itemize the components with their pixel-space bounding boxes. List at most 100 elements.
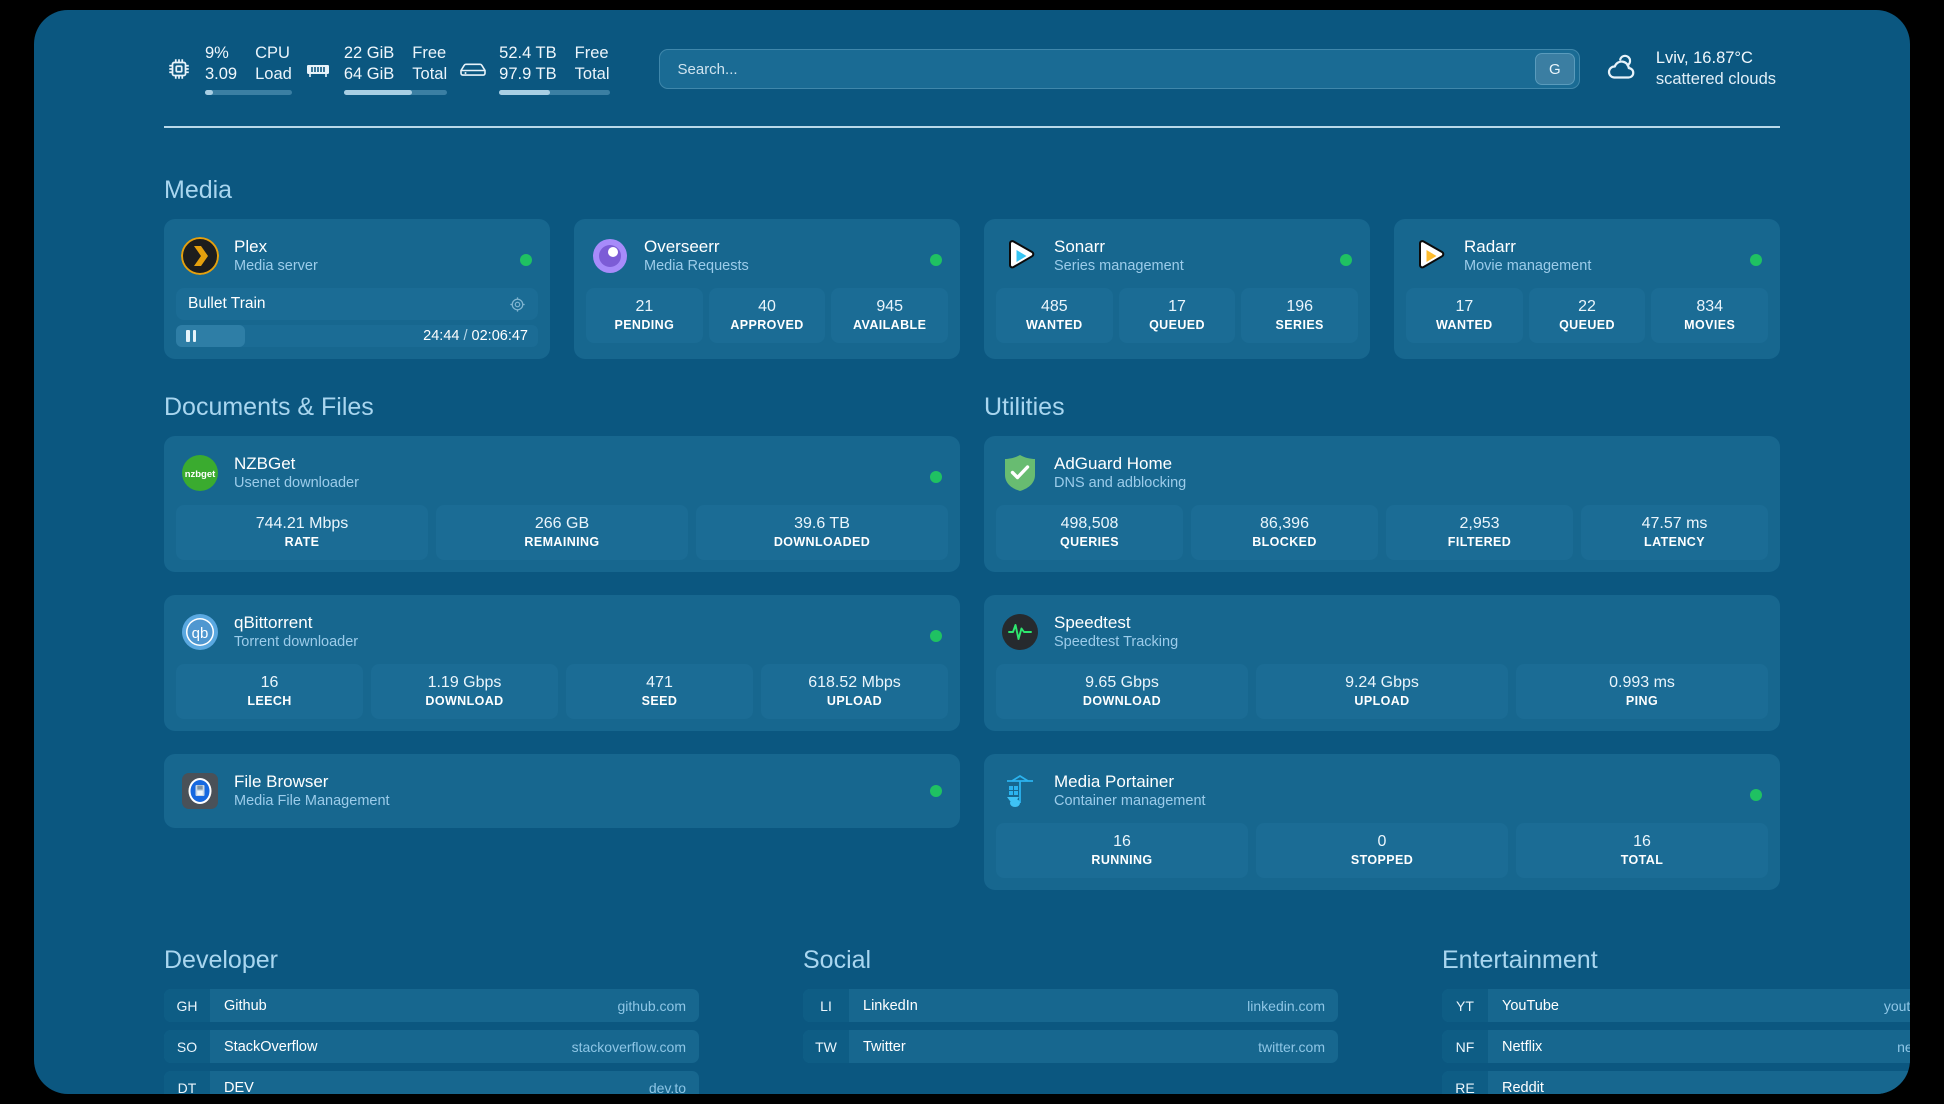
weather-text: Lviv, 16.87°C scattered clouds bbox=[1656, 48, 1776, 90]
service-card-file-browser[interactable]: File Browser Media File Management bbox=[164, 754, 960, 828]
card-titles: File Browser Media File Management bbox=[234, 771, 390, 811]
metric-label: APPROVED bbox=[730, 318, 804, 332]
gear-icon[interactable] bbox=[509, 296, 526, 313]
bookmark-name: DEV bbox=[224, 1079, 254, 1095]
metric: 471 SEED bbox=[566, 664, 753, 719]
metric-value: 9.24 Gbps bbox=[1345, 674, 1419, 691]
bookmark-url: youtube.com bbox=[1883, 997, 1910, 1014]
metric-label: FILTERED bbox=[1447, 535, 1512, 549]
card-titles: Sonarr Series management bbox=[1054, 236, 1184, 276]
section-title-utilities: Utilities bbox=[984, 393, 1065, 421]
speedtest-logo-icon bbox=[1001, 613, 1039, 651]
service-subtitle: Container management bbox=[1054, 793, 1206, 809]
service-card-adguard-home[interactable]: AdGuard Home DNS and adblocking 498,508 … bbox=[984, 436, 1780, 572]
metric-value: 0.993 ms bbox=[1609, 674, 1675, 691]
metric: 86,396 BLOCKED bbox=[1191, 505, 1378, 560]
metric-value: 17 bbox=[1168, 298, 1186, 315]
metric: 945 AVAILABLE bbox=[831, 288, 949, 343]
bookmark-item-github[interactable]: GH Github github.com bbox=[164, 989, 699, 1022]
stat-memory-bar bbox=[343, 90, 448, 95]
bookmark-item-stackoverflow[interactable]: SO StackOverflow stackoverflow.com bbox=[164, 1030, 699, 1063]
pause-icon[interactable] bbox=[186, 330, 196, 342]
memory-icon bbox=[303, 56, 333, 82]
service-name: Sonarr bbox=[1054, 237, 1106, 256]
now-playing-row[interactable]: Bullet Train bbox=[176, 288, 538, 320]
card-header: AdGuard Home DNS and adblocking bbox=[996, 448, 1768, 505]
bookmark-name: Twitter bbox=[863, 1038, 906, 1055]
stat-cpu-value-top: 9% bbox=[205, 44, 229, 62]
bookmark-item-netflix[interactable]: NF Netflix netflix.com bbox=[1442, 1030, 1910, 1063]
service-card-qbittorrent[interactable]: qb qBittorrent Torrent downloader 16 LEE… bbox=[164, 595, 960, 731]
bookmark-abbr: NF bbox=[1442, 1030, 1488, 1063]
stat-memory-value-top: 22 GiB bbox=[343, 44, 395, 62]
bookmark-url: stackoverflow.com bbox=[571, 1038, 686, 1055]
service-card-media-portainer[interactable]: Media Portainer Container management 16 … bbox=[984, 754, 1780, 890]
status-dot-online bbox=[1750, 788, 1762, 801]
status-dot-online bbox=[930, 470, 942, 483]
metric-label: DOWNLOAD bbox=[1082, 694, 1162, 708]
bookmark-abbr: DT bbox=[164, 1071, 210, 1094]
bookmark-item-dev[interactable]: DT DEV dev.to bbox=[164, 1071, 699, 1094]
service-card-speedtest[interactable]: Speedtest Speedtest Tracking 9.65 Gbps D… bbox=[984, 595, 1780, 731]
service-name: Speedtest bbox=[1054, 613, 1131, 632]
top-bar: 9% CPU 3.09 Load bbox=[164, 38, 1780, 100]
metric-label: UPLOAD bbox=[1354, 694, 1410, 708]
search-hotkey-badge[interactable]: G bbox=[1534, 53, 1575, 85]
bookmark-item-twitter[interactable]: TW Twitter twitter.com bbox=[803, 1030, 1338, 1063]
now-playing-progress[interactable]: 24:44 / 02:06:47 bbox=[176, 325, 538, 347]
status-dot-online bbox=[520, 253, 532, 266]
bookmark-item-youtube[interactable]: YT YouTube youtube.com bbox=[1442, 989, 1910, 1022]
stat-disk-value-bottom: 97.9 TB bbox=[499, 65, 557, 83]
search-box[interactable]: G bbox=[658, 49, 1580, 89]
metric-label: DOWNLOADED bbox=[773, 535, 871, 549]
card-titles: AdGuard Home DNS and adblocking bbox=[1054, 453, 1186, 493]
service-card-plex[interactable]: Plex Media server Bullet Train bbox=[164, 219, 550, 359]
bookmark-url: twitter.com bbox=[1258, 1038, 1325, 1055]
service-subtitle: Speedtest Tracking bbox=[1054, 634, 1179, 650]
stat-disk: 52.4 TB Free 97.9 TB Total bbox=[458, 43, 620, 95]
bookmark-name: LinkedIn bbox=[863, 997, 918, 1014]
card-titles: Overseerr Media Requests bbox=[644, 236, 749, 276]
card-header: nzbget NZBGet Usenet downloader bbox=[176, 448, 948, 505]
service-name: Radarr bbox=[1464, 237, 1516, 256]
bookmark-body: StackOverflow stackoverflow.com bbox=[210, 1030, 699, 1063]
metrics-row: 16 RUNNING 0 STOPPED 16 TOTAL bbox=[996, 823, 1768, 878]
metrics-row: 21 PENDING 40 APPROVED 945 AVAILABLE bbox=[586, 288, 949, 343]
bookmark-body: Twitter twitter.com bbox=[849, 1030, 1338, 1063]
metric-value: 86,396 bbox=[1260, 515, 1309, 532]
metric: 1.19 Gbps DOWNLOAD bbox=[371, 664, 558, 719]
bookmark-item-linkedin[interactable]: LI LinkedIn linkedin.com bbox=[803, 989, 1338, 1022]
service-name: qBittorrent bbox=[234, 613, 313, 632]
service-subtitle: Usenet downloader bbox=[234, 475, 359, 491]
metric: 0.993 ms PING bbox=[1516, 664, 1768, 719]
stat-disk-readout: 52.4 TB Free 97.9 TB Total bbox=[499, 43, 610, 95]
status-dot-online bbox=[1340, 253, 1352, 266]
metric-value: 47.57 ms bbox=[1641, 515, 1708, 532]
service-card-radarr[interactable]: Radarr Movie management 17 WANTED 22 QUE… bbox=[1394, 219, 1780, 359]
metric: 0 STOPPED bbox=[1256, 823, 1508, 878]
service-name: NZBGet bbox=[234, 454, 296, 473]
metric-label: RATE bbox=[284, 535, 320, 549]
bookmark-abbr: GH bbox=[164, 989, 210, 1022]
elapsed-time: 24:44 bbox=[423, 328, 460, 344]
stat-cpu-label-bottom: Load bbox=[255, 65, 292, 83]
metric-value: 16 bbox=[260, 674, 279, 691]
search-input[interactable] bbox=[677, 60, 1535, 78]
card-header: Speedtest Speedtest Tracking bbox=[996, 607, 1768, 664]
metric-label: LEECH bbox=[247, 694, 292, 708]
metric: 266 GB REMAINING bbox=[436, 505, 688, 560]
metrics-row: 498,508 QUERIES 86,396 BLOCKED 2,953 FIL… bbox=[996, 505, 1768, 560]
now-playing-title: Bullet Train bbox=[188, 295, 266, 312]
stat-disk-label-bottom: Total bbox=[574, 65, 610, 83]
weather-location-temp: Lviv, 16.87°C bbox=[1655, 49, 1753, 67]
card-titles: Plex Media server bbox=[234, 236, 318, 276]
bookmark-url: reddit.com bbox=[1898, 1079, 1910, 1095]
service-card-overseerr[interactable]: Overseerr Media Requests 21 PENDING 40 A… bbox=[574, 219, 960, 359]
bookmark-item-reddit[interactable]: RE Reddit reddit.com bbox=[1442, 1071, 1910, 1094]
metric-label: MOVIES bbox=[1684, 318, 1736, 332]
service-card-sonarr[interactable]: Sonarr Series management 485 WANTED 17 Q… bbox=[984, 219, 1370, 359]
bookmark-abbr: TW bbox=[803, 1030, 849, 1063]
card-header: Media Portainer Container management bbox=[996, 766, 1768, 823]
metric: 16 LEECH bbox=[176, 664, 363, 719]
service-card-nzbget[interactable]: nzbget NZBGet Usenet downloader 744.21 M… bbox=[164, 436, 960, 572]
